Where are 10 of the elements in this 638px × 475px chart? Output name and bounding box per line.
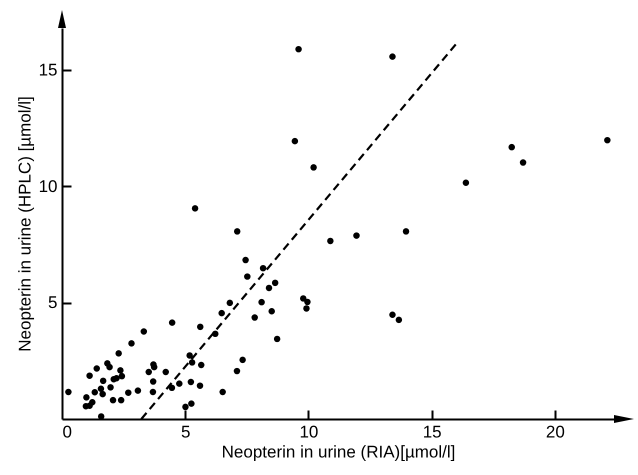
x-tick-label: 15 bbox=[422, 422, 442, 442]
x-tick-label: 10 bbox=[299, 422, 318, 442]
x-tick-label: 5 bbox=[180, 422, 190, 442]
y-tick-label: 15 bbox=[38, 60, 58, 80]
x-tick-label: 0 bbox=[62, 422, 72, 442]
x-tick-label: 20 bbox=[546, 422, 565, 442]
y-axis-title: Neopterin in urine (HPLC) [µmol/l] bbox=[16, 96, 35, 352]
x-axis-title: Neopterin in urine (RIA)[µmol/l] bbox=[222, 442, 456, 462]
y-tick-label: 5 bbox=[48, 293, 58, 312]
y-tick-label: 10 bbox=[38, 176, 58, 196]
